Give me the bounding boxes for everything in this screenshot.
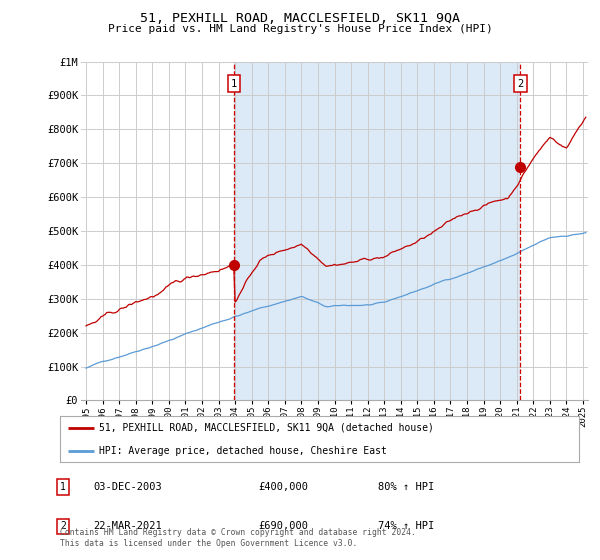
Text: 1: 1: [60, 482, 66, 492]
Text: 22-MAR-2021: 22-MAR-2021: [93, 521, 162, 531]
Text: 03-DEC-2003: 03-DEC-2003: [93, 482, 162, 492]
Text: HPI: Average price, detached house, Cheshire East: HPI: Average price, detached house, Ches…: [99, 446, 387, 455]
Text: Contains HM Land Registry data © Crown copyright and database right 2024.
This d: Contains HM Land Registry data © Crown c…: [60, 528, 416, 548]
Text: 1: 1: [230, 78, 237, 88]
Text: 74% ↑ HPI: 74% ↑ HPI: [378, 521, 434, 531]
Text: 51, PEXHILL ROAD, MACCLESFIELD, SK11 9QA: 51, PEXHILL ROAD, MACCLESFIELD, SK11 9QA: [140, 12, 460, 25]
Text: Price paid vs. HM Land Registry's House Price Index (HPI): Price paid vs. HM Land Registry's House …: [107, 24, 493, 34]
Bar: [234, 62, 520, 400]
Text: 2: 2: [517, 78, 524, 88]
Text: £400,000: £400,000: [258, 482, 308, 492]
Text: 51, PEXHILL ROAD, MACCLESFIELD, SK11 9QA (detached house): 51, PEXHILL ROAD, MACCLESFIELD, SK11 9QA…: [99, 423, 434, 432]
Text: 80% ↑ HPI: 80% ↑ HPI: [378, 482, 434, 492]
Text: £690,000: £690,000: [258, 521, 308, 531]
Text: 2: 2: [60, 521, 66, 531]
